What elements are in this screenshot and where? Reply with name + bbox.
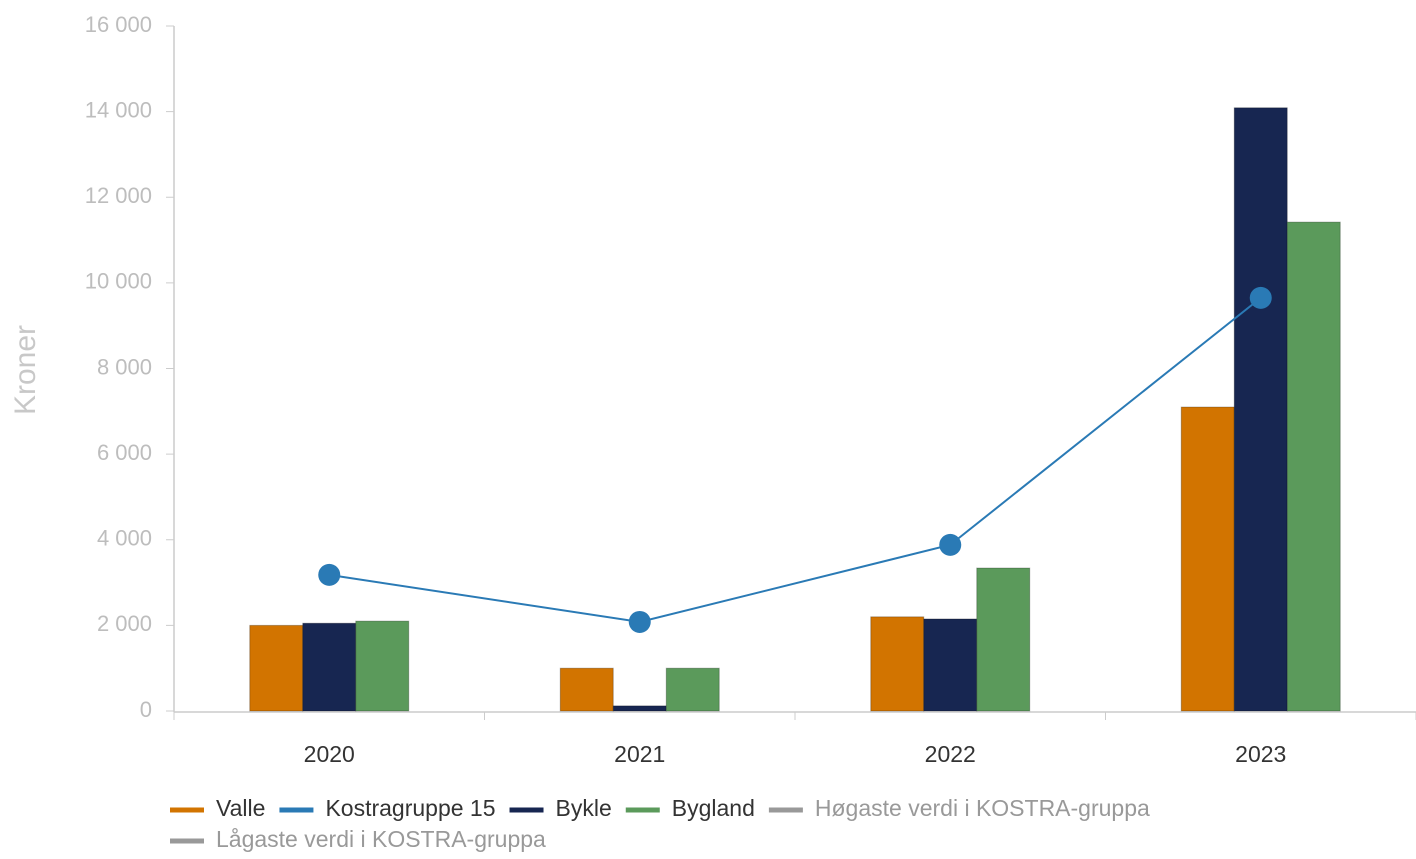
line-point bbox=[628, 610, 651, 633]
x-tick-label: 2020 bbox=[304, 741, 355, 767]
bar bbox=[976, 567, 1031, 712]
legend-label: Bykle bbox=[556, 795, 612, 821]
bar bbox=[870, 616, 925, 712]
x-tick-label: 2021 bbox=[614, 741, 665, 767]
y-tick-label: 10 000 bbox=[85, 269, 152, 294]
y-axis-label: Kroner bbox=[9, 325, 42, 415]
line-point bbox=[1249, 286, 1272, 309]
y-tick-label: 6 000 bbox=[97, 440, 152, 465]
y-tick-label: 16 000 bbox=[85, 12, 152, 37]
bar bbox=[1180, 406, 1235, 712]
x-tick-label: 2023 bbox=[1235, 741, 1286, 767]
y-tick-label: 4 000 bbox=[97, 526, 152, 551]
bar bbox=[612, 705, 667, 712]
bar bbox=[355, 620, 410, 712]
legend-label: Lågaste verdi i KOSTRA-gruppa bbox=[216, 826, 546, 852]
y-tick-label: 14 000 bbox=[85, 97, 152, 122]
line bbox=[329, 297, 1262, 623]
line-point bbox=[939, 533, 962, 556]
legend-label: Valle bbox=[216, 795, 265, 821]
legend-label: Kostragruppe 15 bbox=[325, 795, 495, 821]
line-point bbox=[318, 563, 341, 586]
bar bbox=[1233, 107, 1288, 712]
y-tick-label: 8 000 bbox=[97, 354, 152, 379]
x-tick-label: 2022 bbox=[925, 741, 976, 767]
legend-label: Høgaste verdi i KOSTRA-gruppa bbox=[815, 795, 1150, 821]
bar bbox=[923, 618, 978, 712]
bar bbox=[249, 624, 304, 712]
y-tick-label: 0 bbox=[140, 697, 152, 722]
y-tick-label: 2 000 bbox=[97, 611, 152, 636]
y-tick-label: 12 000 bbox=[85, 183, 152, 208]
bar bbox=[559, 667, 614, 712]
bar bbox=[665, 667, 720, 712]
legend-label: Bygland bbox=[672, 795, 755, 821]
bar bbox=[302, 622, 357, 712]
bar bbox=[1286, 221, 1341, 712]
